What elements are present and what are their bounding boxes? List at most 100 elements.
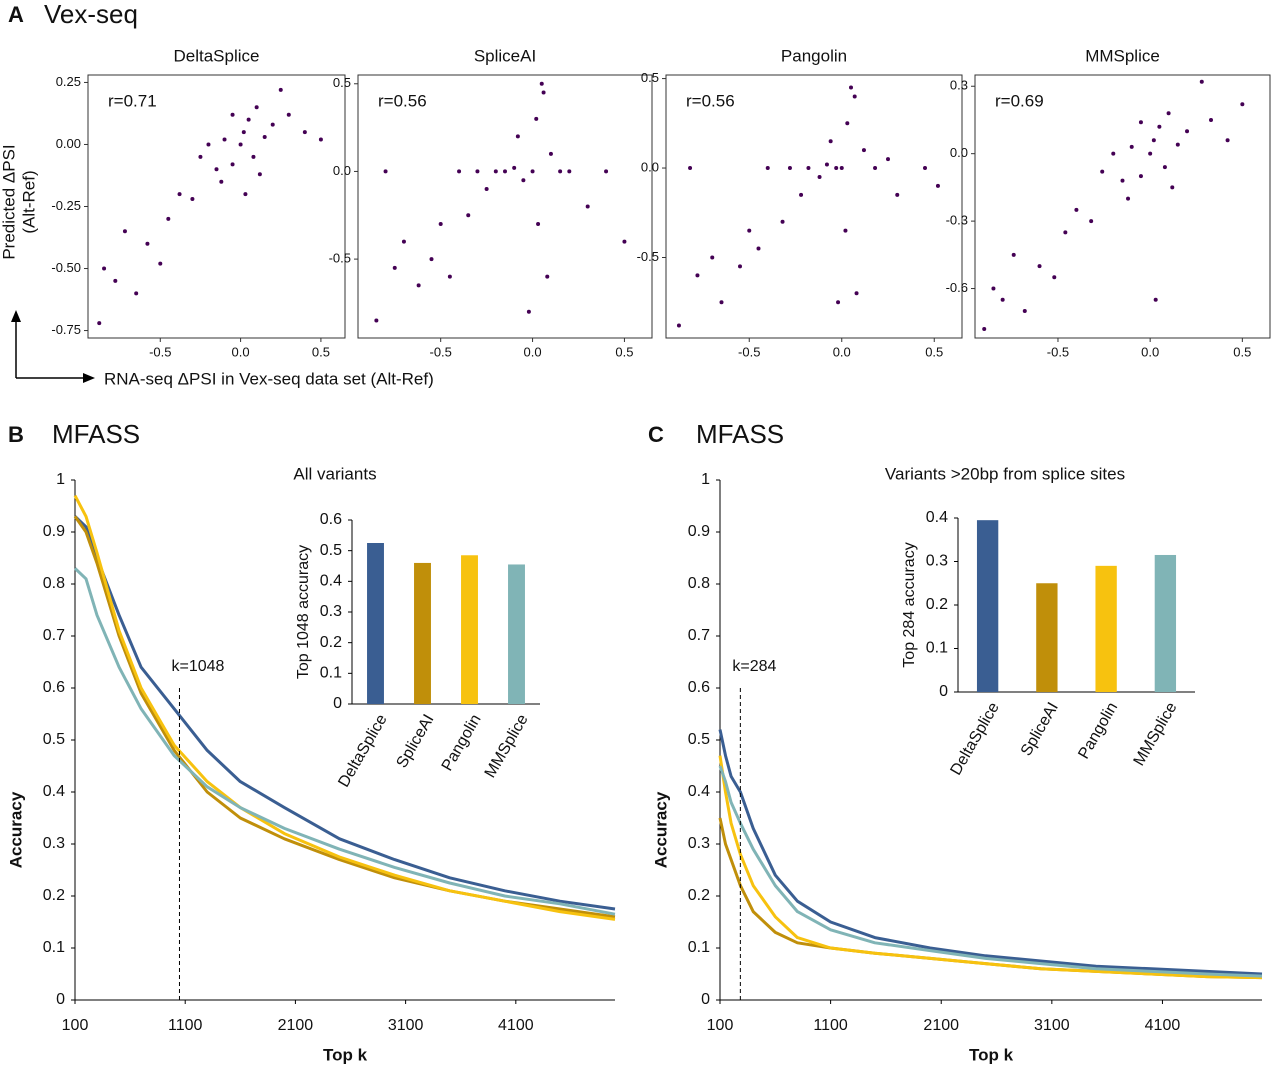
reference-label: k=284 — [732, 658, 776, 675]
point — [1162, 165, 1167, 170]
point — [585, 204, 590, 209]
point — [545, 274, 550, 279]
y-tick-label: 0.2 — [320, 634, 342, 651]
point — [849, 85, 853, 90]
y-tick-label: -0.5 — [637, 249, 659, 264]
point — [503, 169, 507, 174]
y-tick-label: 0.6 — [320, 511, 342, 528]
point — [622, 239, 627, 244]
y-axis-label: Accuracy — [6, 791, 25, 868]
point — [318, 137, 323, 142]
point — [558, 169, 563, 174]
y-axis-label: Predicted ΔPSI — [0, 144, 18, 259]
y-axis-label: (Alt-Ref) — [19, 170, 38, 233]
y-tick-label: 0 — [939, 683, 948, 700]
point — [122, 229, 127, 234]
bar — [508, 564, 525, 704]
point — [541, 90, 546, 95]
y-tick-label: 0.3 — [43, 835, 65, 852]
point — [1100, 169, 1105, 174]
point — [1151, 138, 1156, 143]
x-tick-label: -0.5 — [149, 344, 171, 359]
y-tick-label: 0.7 — [688, 627, 710, 644]
y-tick-label: 0.2 — [43, 887, 65, 904]
x-tick-label: 4100 — [498, 1017, 534, 1034]
point — [177, 192, 182, 197]
point — [438, 222, 443, 227]
point — [676, 323, 681, 328]
bar — [367, 543, 384, 704]
plot-frame — [357, 74, 653, 339]
x-tick-label: 3100 — [1034, 1017, 1070, 1034]
arrow-head — [83, 373, 95, 383]
x-tick-label: 0.5 — [925, 344, 943, 359]
point — [854, 291, 859, 296]
y-tick-label: 1 — [701, 471, 710, 488]
x-tick-label: 1100 — [813, 1017, 848, 1034]
x-tick-label: MMSplice — [482, 712, 532, 781]
x-tick-label: -0.5 — [429, 344, 451, 359]
subplot-title: MMSplice — [1085, 46, 1160, 65]
y-tick-label: -0.50 — [51, 260, 81, 275]
y-tick-label: 0.1 — [320, 665, 342, 682]
y-tick-label: 0.9 — [688, 523, 710, 540]
y-tick-label: 0.2 — [688, 887, 710, 904]
point — [845, 121, 850, 126]
point — [828, 139, 833, 144]
point — [512, 165, 517, 170]
point — [484, 186, 489, 191]
point — [991, 286, 996, 291]
point — [1185, 129, 1190, 134]
point — [134, 291, 139, 296]
y-tick-label: -0.25 — [51, 198, 81, 213]
y-tick-label: 0.3 — [950, 78, 968, 93]
point — [873, 166, 878, 171]
x-tick-label: 0.0 — [1141, 344, 1159, 359]
point — [923, 166, 927, 171]
point — [526, 309, 531, 314]
point — [166, 216, 171, 221]
point — [278, 87, 283, 92]
y-tick-label: 0.5 — [688, 731, 710, 748]
x-tick-label: 0.5 — [615, 344, 633, 359]
point — [567, 169, 572, 174]
x-tick-label: 1100 — [168, 1017, 203, 1034]
point — [262, 135, 267, 140]
panel-title: MFASS — [696, 419, 784, 449]
point — [270, 122, 275, 127]
point — [719, 300, 724, 305]
bar — [1036, 583, 1058, 692]
point — [158, 261, 163, 266]
reference-label: k=1048 — [171, 658, 224, 675]
y-tick-label: 0.0 — [333, 163, 351, 178]
point — [219, 179, 224, 184]
point — [447, 274, 452, 279]
x-axis-label: Top k — [323, 1045, 368, 1064]
x-tick-label: 0.0 — [524, 344, 542, 359]
panel-letter: A — [8, 2, 24, 27]
arrow-head — [11, 310, 21, 322]
point — [548, 151, 553, 156]
x-tick-label: -0.5 — [1047, 344, 1069, 359]
point — [515, 134, 520, 139]
point — [145, 241, 150, 246]
y-tick-label: 0.0 — [641, 159, 659, 174]
y-tick-label: -0.6 — [946, 280, 968, 295]
point — [246, 117, 251, 122]
point — [1148, 151, 1153, 156]
point — [1126, 196, 1131, 201]
point — [286, 112, 291, 117]
point — [799, 192, 804, 197]
y-axis-label: Accuracy — [651, 791, 670, 868]
point — [102, 266, 107, 271]
x-tick-label: SpliceAI — [394, 712, 438, 771]
point — [1063, 230, 1068, 235]
x-tick-label: 0.0 — [232, 344, 250, 359]
point — [1111, 151, 1116, 156]
point — [1199, 79, 1204, 84]
point — [1120, 178, 1125, 183]
point — [824, 162, 829, 167]
point — [982, 327, 987, 332]
subplot-title: Pangolin — [781, 46, 847, 65]
point — [1037, 264, 1042, 269]
